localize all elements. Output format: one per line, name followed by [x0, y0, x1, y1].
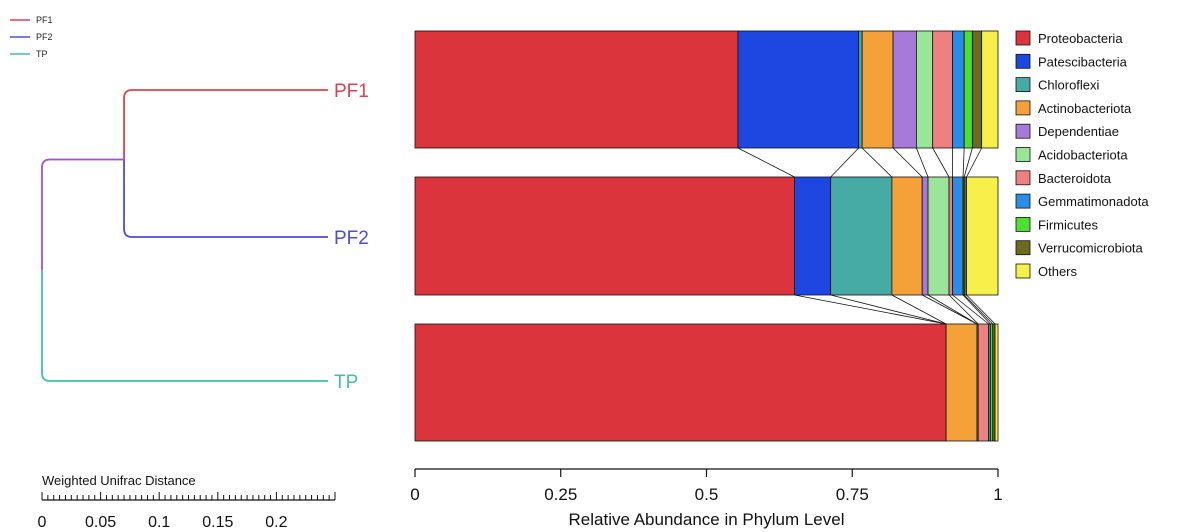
scale-title: Weighted Unifrac Distance	[42, 473, 196, 488]
bar-segment-pf1-verrucomicrobiota	[971, 30, 983, 149]
leaf-label-pf1: PF1	[334, 81, 369, 102]
legend-swatch-patescibacteria	[1015, 53, 1031, 69]
branch-pf-cluster	[41, 158, 125, 270]
bar-segment-pf2-others	[966, 176, 999, 296]
legend-swatch-others	[1015, 263, 1031, 279]
connector-gemmatimonadota	[962, 294, 991, 325]
scale-tick-label: 0	[38, 514, 47, 531]
branch-pf1	[123, 89, 328, 160]
x-tick-label: 1	[993, 485, 1002, 504]
legend-label-dependentiae: Dependentiae	[1038, 124, 1119, 139]
bar-segment-pf1-patescibacteria	[737, 30, 860, 149]
legend-label-verrucomicrobiota: Verrucomicrobiota	[1038, 241, 1144, 256]
scale-tick-label: 0.1	[148, 514, 170, 531]
bar-segment-pf2-acidobacteriota	[927, 176, 950, 296]
connector-firmicutes	[963, 294, 994, 325]
bar-segment-pf1-firmicutes	[963, 30, 973, 149]
connector-bacteroidota	[952, 294, 989, 325]
legend-label-actinobacteriota: Actinobacteriota	[1038, 101, 1132, 116]
tree-legend-label-pf1: PF1	[36, 15, 53, 25]
bar-segment-pf1-gemmatimonadota	[952, 30, 965, 149]
bar-segment-pf1-dependentiae	[892, 30, 917, 149]
bar-segment-tp-others	[994, 323, 999, 442]
connector-acidobacteriota	[932, 147, 950, 178]
x-axis: 0 0.25 0.5 0.75 1 Relative Abundance in Phylu…	[410, 468, 1003, 529]
connector-acidobacteriota	[948, 294, 979, 325]
bar-segment-pf2-dependentiae	[921, 176, 929, 296]
phylum-legend: Proteobacteria Patescibacteria Chloroflexi…	[1015, 30, 1149, 279]
connector-verrucomicrobiota	[966, 294, 996, 325]
legend-swatch-dependentiae	[1015, 123, 1031, 139]
x-tick-label: 0.25	[544, 485, 577, 504]
connector-chloroflexi	[891, 294, 947, 325]
connector-proteobacteria	[794, 294, 947, 325]
legend-swatch-chloroflexi	[1015, 77, 1031, 92]
leaf-label-pf2: PF2	[334, 228, 369, 249]
stacked-bars	[414, 30, 999, 442]
bar-segment-pf1-acidobacteriota	[915, 30, 934, 149]
scale-tick-label: 0.05	[85, 514, 116, 531]
distance-scale: Weighted Unifrac Distance 0 0.05 0.1 0.15 0.2	[38, 473, 336, 531]
scale-tick-label: 0.15	[202, 514, 233, 531]
legend-swatch-actinobacteriota	[1015, 100, 1031, 116]
legend-swatch-firmicutes	[1015, 216, 1031, 232]
bar-segment-pf2-patescibacteria	[794, 176, 832, 296]
legend-swatch-bacteroidota	[1015, 170, 1031, 186]
legend-label-gemmatimonadota: Gemmatimonadota	[1038, 194, 1149, 209]
bar-segment-pf1-bacteroidota	[932, 30, 953, 149]
connector-gemmatimonadota	[962, 147, 965, 178]
bar-segment-pf1-chloroflexi	[858, 30, 863, 149]
leaf-label-tp: TP	[334, 372, 358, 393]
legend-swatch-proteobacteria	[1015, 30, 1031, 46]
connector-chloroflexi	[861, 147, 893, 178]
legend-swatch-acidobacteriota	[1015, 147, 1031, 162]
tree-legend-label-tp: TP	[36, 49, 48, 59]
legend-label-firmicutes: Firmicutes	[1038, 217, 1098, 232]
branch-tp	[41, 270, 328, 382]
legend-label-acidobacteriota: Acidobacteriota	[1038, 148, 1128, 163]
tree-legend: PF1 PF2 TP	[10, 15, 53, 59]
connector-proteobacteria	[737, 147, 795, 178]
bar-segment-pf2-actinobacteriota	[891, 176, 923, 296]
bar-segment-tp-bacteroidota	[977, 323, 990, 442]
bar-connector-lines	[737, 147, 996, 325]
legend-label-chloroflexi: Chloroflexi	[1038, 78, 1100, 93]
bar-segment-pf2-chloroflexi	[830, 176, 893, 296]
bar-segment-pf1-proteobacteria	[414, 30, 739, 149]
dendrogram: PF1 PF2 TP	[41, 81, 369, 393]
connector-actinobacteriota	[892, 147, 923, 178]
bar-segment-pf1-others	[981, 30, 999, 149]
bar-segment-pf2-gemmatimonadota	[952, 176, 964, 296]
legend-label-bacteroidota: Bacteroidota	[1038, 171, 1112, 186]
bar-segment-pf2-proteobacteria	[414, 176, 795, 296]
legend-label-patescibacteria: Patescibacteria	[1038, 54, 1128, 69]
bar-segment-pf1-actinobacteriota	[861, 30, 894, 149]
legend-swatch-verrucomicrobiota	[1015, 240, 1031, 256]
connector-dependentiae	[927, 294, 978, 325]
bar-segment-tp-actinobacteriota	[945, 323, 978, 442]
legend-swatch-gemmatimonadota	[1015, 193, 1031, 209]
connector-actinobacteriota	[922, 294, 978, 325]
x-axis-title: Relative Abundance in Phylum Level	[569, 510, 845, 529]
x-tick-label: 0.75	[836, 485, 869, 504]
legend-label-others: Others	[1038, 264, 1078, 279]
connector-dependentiae	[916, 147, 929, 178]
bar-segment-tp-proteobacteria	[414, 323, 947, 442]
scale-tick-label: 0.2	[265, 514, 287, 531]
bar-segment-pf2-bacteroidota	[948, 176, 953, 296]
x-tick-label: 0	[410, 485, 419, 504]
branch-pf2	[123, 159, 328, 238]
tree-legend-label-pf2: PF2	[36, 32, 53, 42]
connector-patescibacteria	[830, 147, 859, 178]
x-tick-label: 0.5	[695, 485, 719, 504]
connector-patescibacteria	[830, 294, 947, 325]
legend-label-proteobacteria: Proteobacteria	[1038, 31, 1123, 46]
connector-firmicutes	[963, 147, 973, 178]
connector-verrucomicrobiota	[966, 147, 983, 178]
